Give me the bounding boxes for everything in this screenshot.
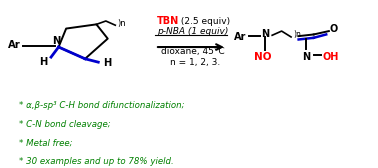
Text: TBN: TBN — [157, 16, 179, 26]
Text: N: N — [302, 52, 310, 62]
Text: dioxane, 45°C: dioxane, 45°C — [161, 47, 224, 56]
Text: (2.5 equiv): (2.5 equiv) — [178, 16, 230, 26]
Text: * α,β-sp³ C-H bond difunctionalization;: * α,β-sp³ C-H bond difunctionalization; — [19, 101, 184, 110]
Text: O: O — [330, 24, 338, 34]
Text: N: N — [261, 29, 269, 39]
Text: H: H — [39, 57, 48, 67]
Text: H: H — [104, 58, 112, 68]
Text: * 30 examples and up to 78% yield.: * 30 examples and up to 78% yield. — [19, 157, 174, 166]
Text: Ar: Ar — [234, 32, 247, 42]
Text: * Metal free;: * Metal free; — [19, 138, 73, 147]
Text: * C-N bond cleavage;: * C-N bond cleavage; — [19, 120, 110, 129]
Text: p-NBA (1 equiv): p-NBA (1 equiv) — [157, 27, 228, 36]
Text: Ar: Ar — [8, 40, 21, 50]
Text: )n: )n — [117, 19, 126, 28]
Text: )n: )n — [293, 30, 301, 39]
Text: NO: NO — [254, 52, 272, 62]
Text: n = 1, 2, 3.: n = 1, 2, 3. — [170, 58, 220, 68]
Text: OH: OH — [322, 52, 338, 62]
Text: N: N — [53, 36, 61, 46]
